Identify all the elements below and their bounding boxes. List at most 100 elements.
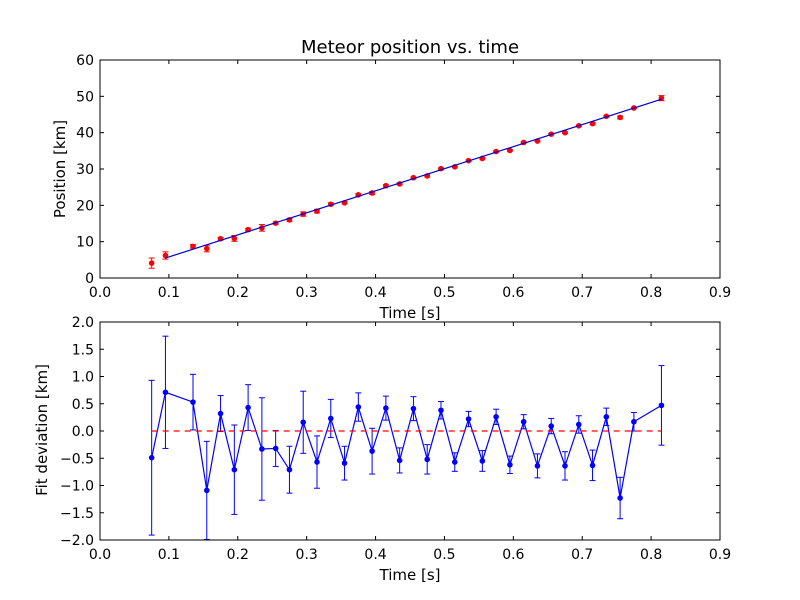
data-point [327,398,334,439]
x-tick-label: 0.1 [158,547,180,563]
data-point [396,447,403,474]
marker [603,414,610,420]
marker [203,245,210,252]
data-point [341,199,348,206]
data-point [562,129,568,136]
data-point [300,390,307,454]
x-tick-label: 0.8 [640,547,662,563]
position-chart: Meteor position vs. time 0.0 0.1 0.2 0.3 0.4… [51,37,731,322]
data-point [520,414,527,430]
marker [383,405,389,411]
data-point [272,429,279,467]
y-tick-label: 2.0 [72,315,94,331]
x-tick-label: 0.7 [571,285,593,301]
data-point [534,453,541,479]
marker [617,495,623,501]
data-point [562,451,568,481]
deviation-chart: 0.0 0.1 0.2 0.3 0.4 0.5 0.6 0.7 0.8 0.9 −2.0−1.5−… [33,315,731,584]
y-tick-label: 0.5 [72,397,94,413]
data-point [506,455,513,475]
x-tick-label: 0.3 [296,285,318,301]
marker [589,462,596,469]
data-point [217,395,224,433]
x-tick-label: 0.5 [433,547,455,563]
data-point [410,396,417,422]
marker [245,404,251,411]
data-point [203,244,210,253]
y-tick-label: −2.0 [60,533,94,549]
x-tick-label: 0.0 [89,547,111,563]
x-tick-label: 0.6 [502,285,524,301]
position-plot-area [99,59,721,279]
x-tick-label: 0.0 [89,285,111,301]
marker [162,389,169,396]
marker [617,114,623,121]
deviation-x-ticks: 0.0 0.1 0.2 0.3 0.4 0.5 0.6 0.7 0.8 0.9 [89,322,731,563]
marker [272,445,279,452]
x-tick-label: 0.3 [296,547,318,563]
position-x-axis-label: Time [s] [379,304,441,322]
marker [493,414,499,420]
marker [203,487,210,494]
data-point [424,444,431,475]
position-x-ticks: 0.0 0.1 0.2 0.3 0.4 0.5 0.6 0.7 0.8 0.9 [89,60,731,301]
deviation-line [151,391,662,499]
deviation-plot-area [99,321,721,541]
data-point [658,365,665,446]
data-point [314,208,320,214]
data-point [479,450,486,472]
data-point [286,445,293,494]
data-point [575,415,582,434]
y-tick-label: 0 [85,271,94,287]
data-point [148,257,155,269]
marker [369,448,375,454]
marker [190,399,196,405]
y-tick-label: 30 [76,162,94,178]
x-tick-label: 0.2 [227,547,249,563]
data-point [355,392,362,422]
x-tick-label: 0.5 [433,285,455,301]
deviation-x-axis-label: Time [s] [379,566,441,584]
data-point [603,407,610,427]
marker [355,404,362,410]
marker [424,456,431,463]
y-tick-label: −1.5 [60,506,94,522]
marker [314,459,320,465]
x-tick-label: 0.8 [640,285,662,301]
marker [327,415,334,422]
marker [479,458,486,464]
x-tick-label: 0.9 [709,285,731,301]
data-point [369,427,376,475]
data-point [630,411,637,432]
marker [562,463,568,469]
x-tick-label: 0.7 [571,547,593,563]
data-point [245,384,252,431]
data-point [396,181,403,187]
data-point [438,401,444,420]
y-tick-label: 20 [76,198,94,214]
y-tick-label: −1.0 [60,479,94,495]
marker [507,461,513,468]
marker [465,416,472,422]
data-point [314,435,320,489]
data-point [231,424,238,515]
position-y-axis-label: Position [km] [51,120,69,218]
data-point [258,397,265,501]
x-tick-label: 0.4 [364,285,386,301]
x-tick-label: 0.1 [158,285,180,301]
x-tick-label: 0.9 [709,547,731,563]
data-point [190,373,196,431]
y-tick-label: 60 [76,53,94,69]
data-point [589,449,596,482]
y-tick-label: 1.5 [72,342,94,358]
marker [259,446,265,452]
y-tick-label: 40 [76,126,94,142]
marker [548,423,555,429]
marker [148,260,155,266]
data-point [162,335,169,449]
data-point [617,476,624,520]
fit-line [165,98,662,259]
marker [658,402,665,409]
marker [148,454,155,461]
